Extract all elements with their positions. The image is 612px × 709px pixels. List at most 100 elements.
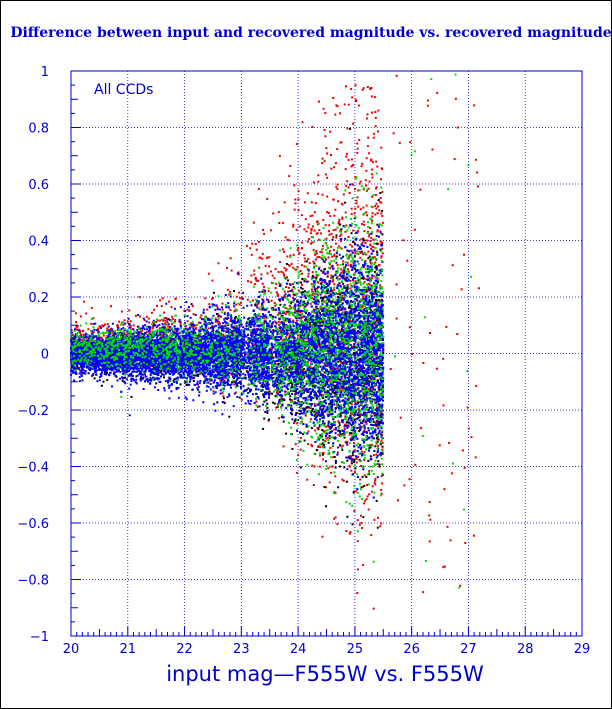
data-point bbox=[200, 314, 203, 317]
data-point bbox=[70, 329, 73, 331]
data-point bbox=[370, 247, 372, 250]
data-point bbox=[319, 250, 322, 253]
data-point bbox=[214, 320, 217, 323]
data-point bbox=[209, 379, 212, 382]
data-point bbox=[286, 238, 289, 241]
data-point bbox=[264, 410, 267, 413]
data-point bbox=[221, 354, 224, 357]
data-point bbox=[365, 379, 368, 382]
data-point bbox=[431, 148, 434, 151]
data-point bbox=[315, 449, 318, 451]
data-point bbox=[280, 270, 283, 273]
data-point bbox=[329, 263, 332, 266]
data-point bbox=[232, 333, 235, 336]
data-point bbox=[174, 297, 177, 300]
data-point bbox=[360, 398, 363, 401]
data-point bbox=[376, 454, 379, 457]
data-point bbox=[338, 245, 341, 248]
data-point bbox=[355, 202, 358, 205]
data-point bbox=[318, 100, 320, 103]
data-point bbox=[288, 304, 291, 307]
data-point bbox=[294, 443, 297, 446]
data-point bbox=[299, 304, 302, 307]
data-point bbox=[315, 314, 318, 317]
data-point bbox=[376, 205, 379, 208]
data-point bbox=[140, 330, 142, 333]
data-point bbox=[296, 471, 298, 474]
data-point bbox=[379, 192, 382, 194]
data-point bbox=[353, 346, 356, 349]
data-point bbox=[331, 382, 334, 385]
data-point bbox=[354, 429, 357, 432]
data-point bbox=[296, 422, 299, 425]
data-point bbox=[223, 402, 226, 405]
data-point bbox=[297, 399, 300, 402]
data-point bbox=[295, 412, 298, 415]
data-point bbox=[241, 296, 244, 299]
data-point bbox=[376, 251, 379, 254]
data-point bbox=[350, 158, 353, 161]
data-point bbox=[309, 356, 312, 359]
data-point bbox=[265, 399, 268, 402]
data-point bbox=[307, 430, 310, 433]
data-point bbox=[303, 385, 306, 387]
data-point bbox=[344, 415, 347, 418]
data-point bbox=[360, 413, 362, 416]
data-point bbox=[361, 88, 364, 91]
data-point bbox=[353, 255, 356, 258]
data-point bbox=[321, 429, 324, 431]
data-point bbox=[327, 357, 330, 360]
data-point bbox=[261, 383, 264, 386]
data-point bbox=[293, 390, 296, 393]
data-point bbox=[292, 286, 295, 289]
data-point bbox=[222, 369, 225, 372]
data-point bbox=[375, 442, 378, 445]
data-point bbox=[301, 241, 304, 244]
data-point bbox=[335, 234, 338, 237]
data-point bbox=[305, 260, 308, 263]
data-point bbox=[355, 199, 358, 202]
data-point bbox=[186, 361, 189, 364]
data-point bbox=[357, 401, 360, 404]
data-point bbox=[292, 223, 295, 226]
data-point bbox=[278, 298, 281, 301]
data-point bbox=[329, 446, 332, 449]
data-point bbox=[247, 280, 249, 283]
data-point bbox=[327, 420, 330, 423]
data-point bbox=[298, 337, 301, 340]
data-point bbox=[285, 286, 288, 288]
data-point bbox=[313, 276, 316, 279]
data-point bbox=[273, 402, 276, 405]
data-point bbox=[254, 302, 257, 305]
data-point bbox=[353, 217, 356, 220]
data-point bbox=[273, 277, 276, 280]
data-point bbox=[354, 98, 357, 101]
data-point bbox=[311, 464, 314, 467]
data-point bbox=[343, 433, 346, 436]
data-point bbox=[349, 243, 352, 246]
data-point bbox=[365, 294, 368, 297]
data-point bbox=[350, 207, 353, 210]
data-point bbox=[229, 309, 232, 311]
data-point bbox=[153, 308, 156, 311]
data-point bbox=[360, 465, 363, 467]
data-point bbox=[376, 361, 378, 364]
data-point bbox=[325, 425, 327, 428]
data-point bbox=[371, 485, 374, 488]
data-point bbox=[369, 227, 371, 229]
data-point bbox=[314, 298, 317, 301]
data-point bbox=[375, 375, 378, 378]
data-point bbox=[266, 257, 269, 260]
data-point bbox=[192, 313, 195, 316]
data-point bbox=[282, 338, 285, 341]
data-point bbox=[179, 320, 182, 323]
data-point bbox=[355, 457, 358, 460]
data-point bbox=[303, 300, 306, 303]
data-point bbox=[86, 335, 89, 338]
data-point bbox=[406, 259, 409, 262]
data-point bbox=[84, 334, 87, 337]
data-point bbox=[356, 229, 359, 232]
data-point bbox=[367, 388, 370, 391]
data-point bbox=[232, 377, 235, 379]
data-point bbox=[295, 324, 298, 327]
